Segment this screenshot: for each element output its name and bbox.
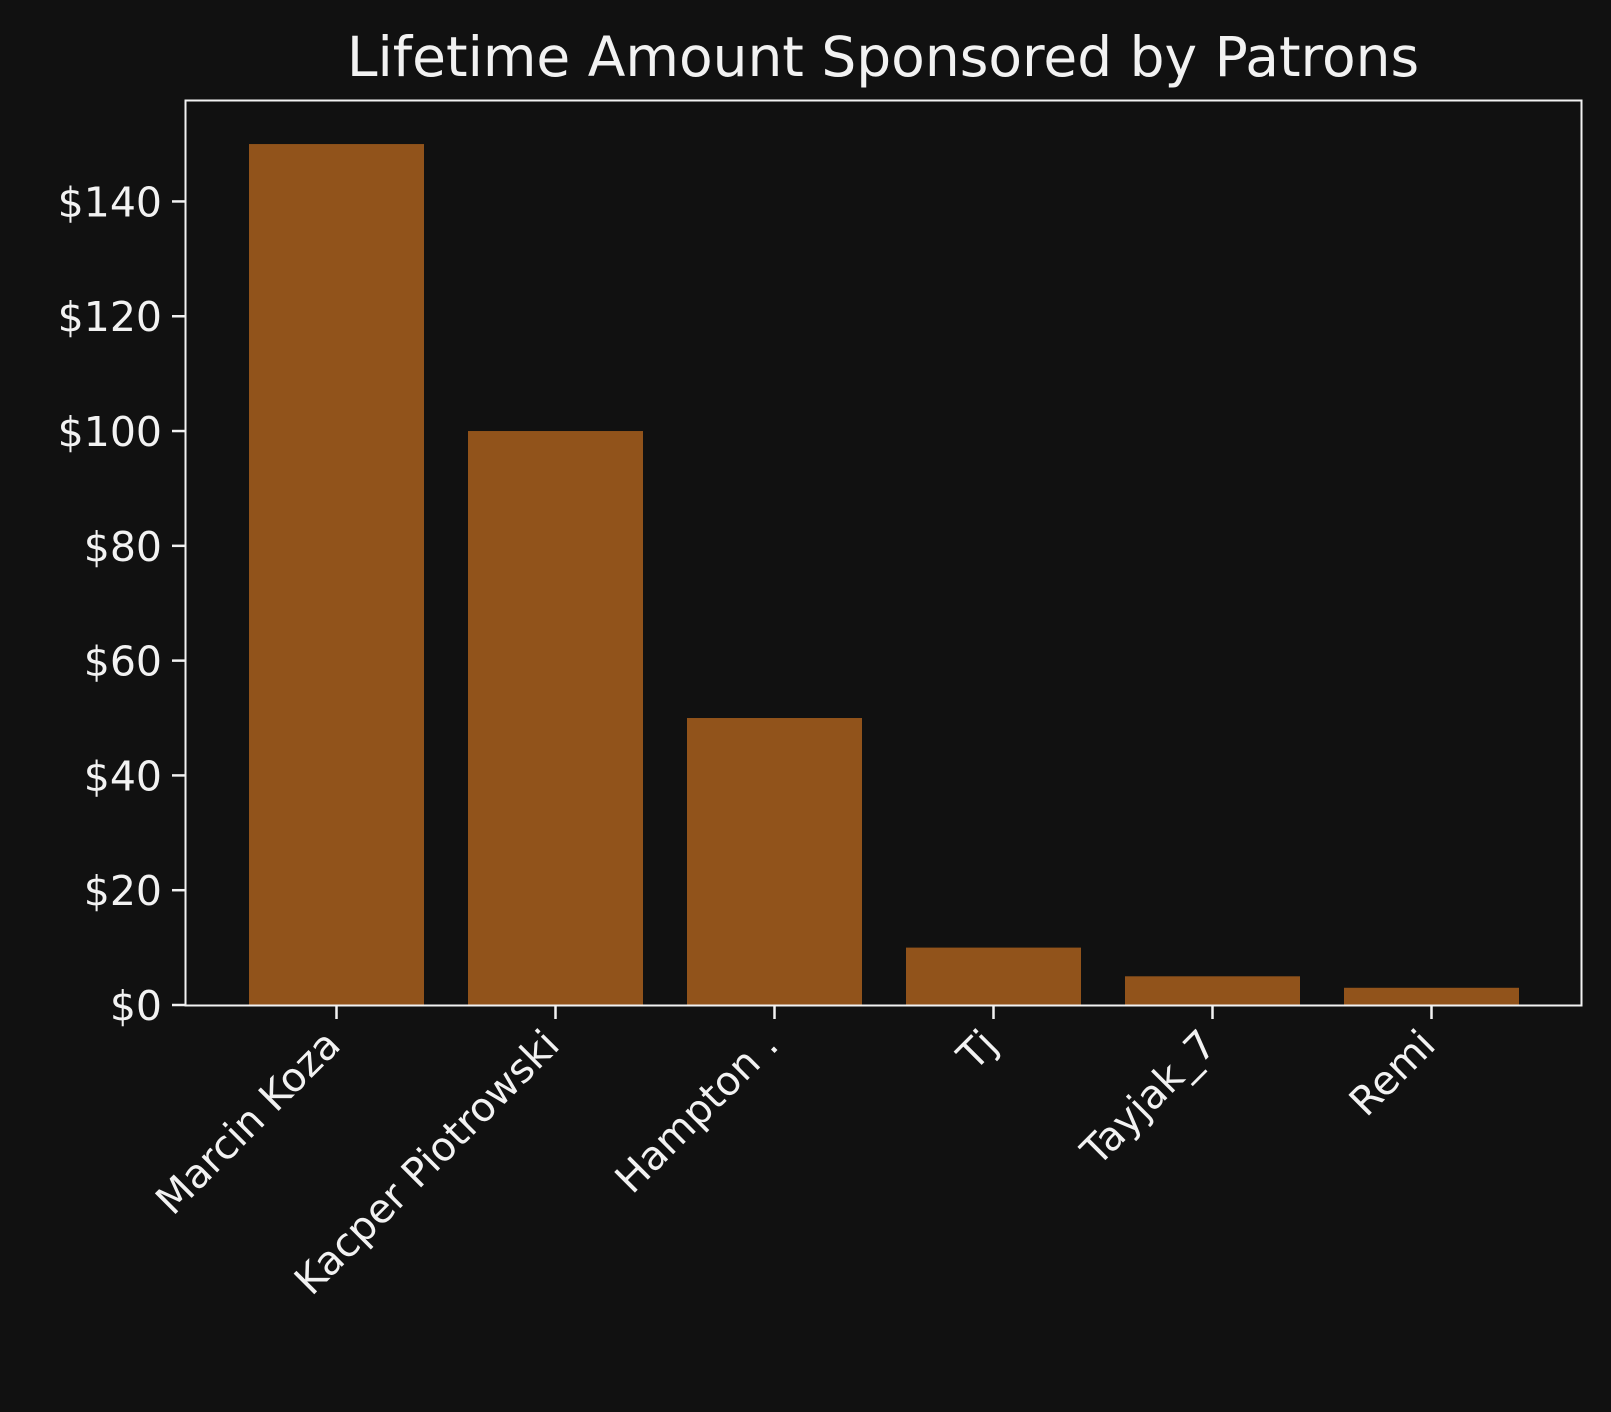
y-tick-label: $20 xyxy=(84,867,162,915)
bar-1 xyxy=(468,431,643,1005)
bar-4 xyxy=(1125,976,1300,1005)
y-tick-label: $0 xyxy=(110,982,162,1030)
plot-frame xyxy=(184,99,1583,1007)
y-tick-label: $140 xyxy=(58,178,162,226)
bar-3 xyxy=(906,947,1081,1005)
y-axis: $0 $20 $40 $60 $80 $100 $120 $140 xyxy=(58,178,186,1030)
y-tick-label: $120 xyxy=(58,293,162,341)
y-tick-label: $40 xyxy=(84,752,162,800)
bar-5 xyxy=(1344,987,1519,1005)
bars-layer xyxy=(249,144,1519,1006)
y-tick-label: $60 xyxy=(84,638,162,686)
y-tick-label: $100 xyxy=(58,408,162,456)
y-tick-label: $80 xyxy=(84,523,162,571)
bar-0 xyxy=(249,144,424,1006)
bar-2 xyxy=(687,718,862,1005)
chart-title: Lifetime Amount Sponsored by Patrons xyxy=(347,25,1419,89)
